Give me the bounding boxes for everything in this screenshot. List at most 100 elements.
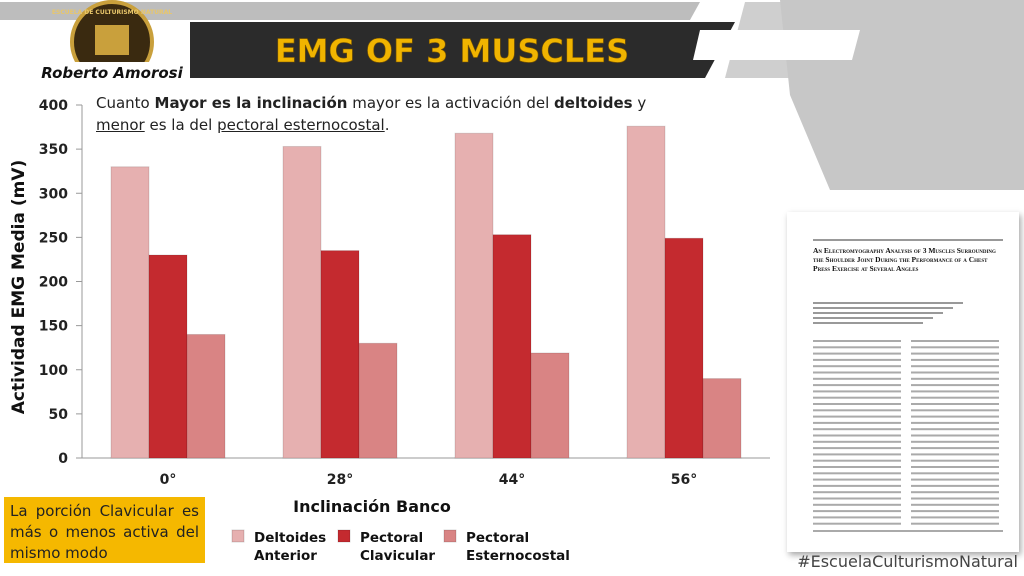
paper-text	[813, 478, 901, 481]
paper-text	[813, 459, 901, 462]
x-tick-label: 0°	[160, 472, 177, 488]
paper-text	[911, 510, 999, 513]
y-axis-label: Actividad EMG Media (mV)	[9, 160, 29, 414]
paper-text	[911, 459, 999, 462]
bar	[282, 145, 322, 459]
paper-text	[911, 491, 999, 494]
bar	[664, 237, 704, 459]
bar	[110, 166, 150, 459]
paper-text	[911, 421, 999, 424]
paper-text	[813, 317, 933, 319]
paper-text	[911, 453, 999, 456]
legend-swatch	[337, 529, 351, 543]
paper-text	[911, 346, 999, 349]
paper-text	[813, 340, 901, 342]
paper-text	[813, 312, 943, 314]
paper-text	[911, 440, 999, 443]
paper-text	[813, 510, 901, 513]
paper-text	[911, 497, 999, 500]
paper-text	[813, 522, 901, 525]
paper-text	[813, 377, 901, 380]
x-tick-label: 28°	[327, 472, 353, 488]
logo-icon	[95, 25, 129, 55]
paper-lines	[813, 239, 1003, 532]
paper-text	[911, 434, 999, 437]
paper-text	[813, 302, 963, 304]
annotation-segment: y	[632, 94, 647, 112]
paper-text	[911, 428, 999, 431]
logo-name: Roberto Amorosi	[41, 64, 183, 82]
paper-text	[813, 365, 901, 368]
paper-text	[813, 371, 901, 374]
paper-text	[911, 340, 999, 342]
annotation-segment: pectoral esternocostal	[217, 116, 385, 134]
paper-text	[813, 415, 901, 418]
y-tick-label: 300	[39, 186, 68, 202]
bar	[702, 378, 742, 459]
annotation-segment: Cuanto	[96, 94, 155, 112]
paper-text	[813, 472, 901, 475]
bar	[454, 132, 494, 459]
paper-text	[813, 421, 901, 424]
legend-swatch	[231, 529, 245, 543]
paper-text	[813, 358, 901, 361]
paper-text	[911, 396, 999, 399]
y-tick-label: 150	[39, 319, 68, 335]
legend-label: Pectoral Clavicular	[360, 530, 436, 564]
annotation-segment: es la del	[144, 116, 218, 134]
paper-text	[911, 503, 999, 506]
paper-text	[911, 390, 999, 393]
paper-text	[911, 352, 999, 355]
paper-text	[911, 522, 999, 525]
legend-label: Deltoides Anterior	[254, 530, 327, 564]
paper-text	[911, 403, 999, 405]
paper-text	[813, 396, 901, 399]
x-axis-label: Inclinación Banco	[293, 497, 451, 516]
paper-text	[813, 307, 953, 309]
paper-text	[813, 516, 901, 519]
paper-text	[911, 415, 999, 418]
header-band	[0, 2, 700, 20]
bar	[148, 254, 188, 459]
paper-text	[813, 447, 901, 450]
paper-text	[813, 409, 901, 412]
paper-text	[911, 371, 999, 374]
paper-text	[813, 346, 901, 349]
paper-text	[813, 352, 901, 355]
annotation-segment: menor	[96, 116, 145, 134]
annotation-segment: Mayor es la inclinación	[154, 94, 348, 112]
paper-text	[911, 409, 999, 412]
paper-thumbnail: An Electromyography Analysis of 3 Muscle…	[787, 212, 1019, 552]
paper-text	[911, 384, 999, 387]
paper-text	[813, 403, 901, 405]
bar	[186, 333, 226, 459]
paper-text	[813, 440, 901, 443]
paper-text	[813, 491, 901, 494]
hashtag: #EscuelaCulturismoNatural	[797, 552, 1018, 571]
x-tick-label: 56°	[671, 472, 697, 488]
bar	[320, 250, 360, 459]
paper-text	[911, 365, 999, 368]
paper-text	[813, 484, 901, 487]
legend-swatch	[443, 529, 457, 543]
annotation: Cuanto Mayor es la inclinación mayor es …	[96, 92, 696, 136]
annotation-segment: .	[384, 116, 390, 134]
legend-label: Pectoral Esternocostal	[466, 530, 570, 564]
y-tick-label: 0	[58, 451, 68, 467]
paper-text	[813, 428, 901, 431]
paper-text	[911, 516, 999, 519]
paper-text	[813, 384, 901, 387]
annotation-segment: deltoides	[554, 94, 633, 112]
bar	[358, 342, 398, 459]
chart-title: EMG OF 3 MUSCLES	[275, 32, 629, 70]
y-tick-label: 200	[39, 275, 68, 291]
logo-banner	[40, 62, 188, 84]
paper-text	[813, 453, 901, 456]
y-tick-label: 250	[39, 230, 68, 246]
bar	[626, 125, 666, 459]
paper-text	[911, 377, 999, 380]
note-box: La porción Clavicular es más o menos act…	[4, 497, 205, 563]
paper-text	[911, 484, 999, 487]
